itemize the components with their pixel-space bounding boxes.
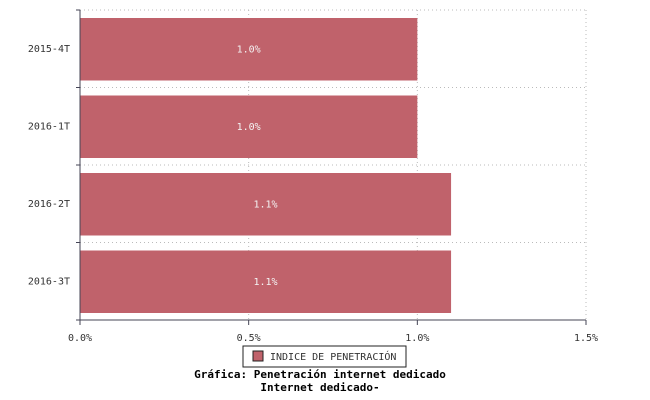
- x-tick-label: 0.5%: [237, 333, 261, 344]
- y-tick-label: 2016-1T: [28, 121, 70, 132]
- value-label: 1.0%: [237, 122, 261, 133]
- x-tick-label: 0.0%: [68, 333, 92, 344]
- y-tick-label: 2016-2T: [28, 199, 70, 210]
- bar: [80, 95, 418, 158]
- legend-label: INDICE DE PENETRACIÓN: [270, 350, 396, 363]
- value-label: 1.0%: [237, 44, 261, 55]
- value-label: 1.1%: [253, 277, 277, 288]
- chart-title: Gráfica: Penetración internet dedicado: [194, 368, 446, 381]
- y-tick-label: 2016-3T: [28, 276, 70, 287]
- value-label: 1.1%: [253, 199, 277, 210]
- y-tick-label: 2015-4T: [28, 44, 70, 55]
- bar: [80, 18, 418, 81]
- legend-swatch: [252, 350, 264, 362]
- legend-box: [242, 345, 407, 368]
- bar: [80, 250, 452, 313]
- x-tick-label: 1.0%: [405, 333, 429, 344]
- x-tick-label: 1.5%: [574, 333, 598, 344]
- chart-subtitle: Internet dedicado-: [260, 381, 379, 394]
- bar: [80, 173, 452, 236]
